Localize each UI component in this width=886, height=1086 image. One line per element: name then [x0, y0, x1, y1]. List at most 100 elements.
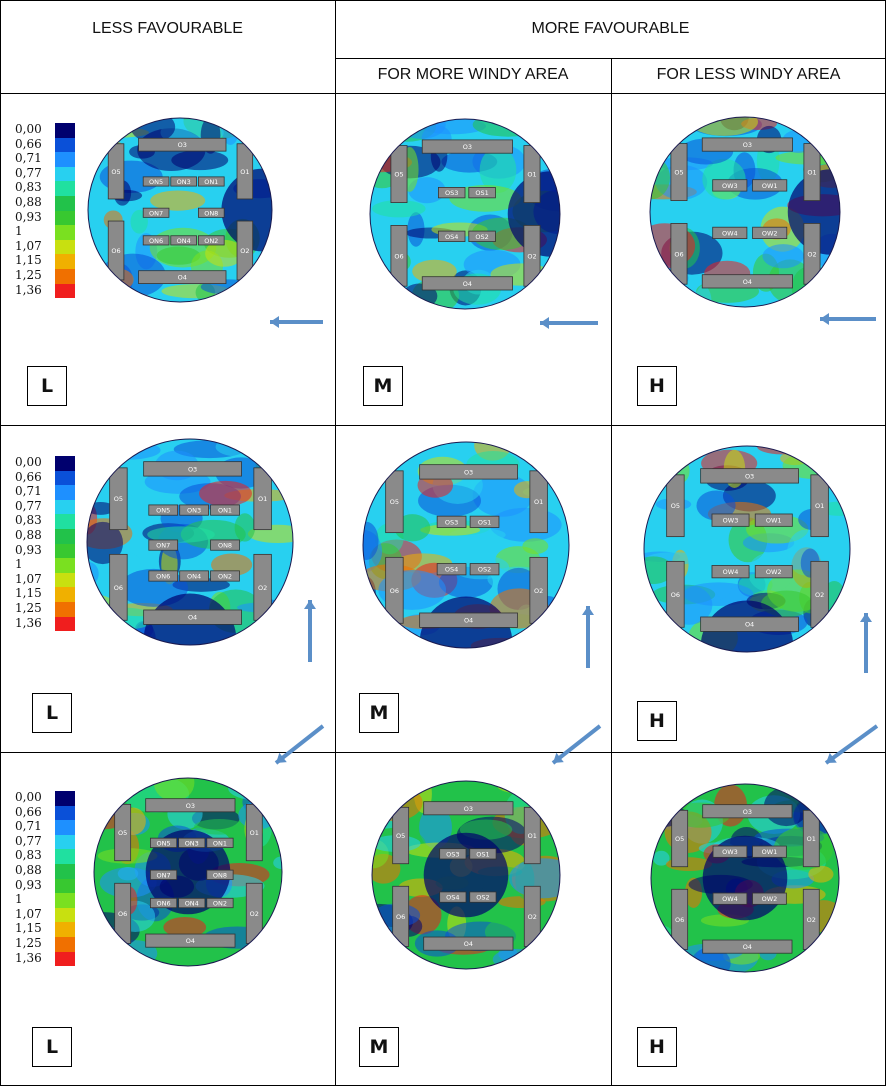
- building-os3: [438, 187, 466, 199]
- contour-blob: [249, 280, 272, 302]
- building-label: O4: [464, 940, 473, 948]
- legend-swatch: [55, 937, 75, 952]
- legend-swatch: [55, 123, 75, 138]
- building-label: O3: [745, 472, 754, 480]
- building-o3: [145, 798, 236, 813]
- building-label: ON6: [156, 900, 170, 908]
- contour-blob: [479, 147, 517, 193]
- legend-value: 0,66: [15, 804, 42, 819]
- legend-swatch: [55, 210, 75, 226]
- contour-blob: [650, 282, 678, 307]
- building-on4: [170, 235, 197, 246]
- legend-value: 0,66: [15, 469, 42, 484]
- contour-plot-H-row-1: O3 O1 O5 O6 O2 O4 OW3 OW1 OW4 OW2: [649, 116, 841, 308]
- building-label: OW3: [722, 848, 738, 856]
- building-label: OW4: [722, 895, 738, 903]
- legend-swatch: [55, 254, 75, 269]
- contour-blob: [210, 553, 253, 577]
- grid-subheader-line: [335, 58, 886, 59]
- domain-boundary: [369, 118, 561, 310]
- building-o3: [423, 801, 514, 816]
- legend-swatch: [55, 805, 75, 821]
- label-M-row-3: M: [359, 1027, 399, 1067]
- building-label: O2: [807, 250, 816, 258]
- legend-swatch: [55, 951, 75, 967]
- building-label: OS1: [478, 518, 491, 526]
- legend-value: 1,36: [15, 950, 42, 965]
- contour-blob: [87, 521, 124, 565]
- building-label: ON8: [218, 542, 232, 550]
- building-label: OS1: [475, 189, 488, 197]
- legend-value: 0,88: [15, 528, 42, 542]
- contour-blob: [690, 117, 758, 136]
- building-on1: [198, 176, 225, 187]
- domain-boundary: [362, 441, 570, 649]
- building-label: OS3: [445, 518, 458, 526]
- header-more-favourable: MORE FAVOURABLE: [531, 20, 690, 37]
- building-label: ON4: [185, 900, 199, 908]
- legend-swatch: [55, 922, 75, 937]
- legend-swatch: [55, 196, 75, 211]
- legend-swatch: [55, 878, 75, 894]
- contour-blob: [363, 521, 379, 561]
- wind-direction-arrow-icon: [820, 313, 876, 325]
- building-label: O4: [743, 278, 752, 286]
- contour-blob: [163, 916, 207, 938]
- legend-value: 0,71: [15, 484, 42, 499]
- building-label: OW3: [723, 517, 739, 525]
- building-label: O5: [675, 835, 684, 843]
- building-on3: [179, 504, 209, 516]
- contour-blob: [696, 490, 736, 521]
- building-label: OS1: [476, 850, 489, 858]
- contour-blob: [818, 959, 837, 972]
- building-on4: [178, 897, 206, 909]
- building-label: O5: [114, 495, 123, 503]
- building-label: O5: [111, 168, 120, 176]
- building-label: O2: [815, 591, 824, 599]
- contour-wake-zone: [145, 829, 231, 915]
- building-label: OS4: [445, 233, 458, 241]
- building-label: ON7: [149, 209, 163, 217]
- legend-swatch: [55, 283, 75, 299]
- building-ow1: [754, 513, 793, 527]
- building-label: ON5: [156, 507, 170, 515]
- contour-blob: [492, 948, 540, 969]
- contour-plot-L-row-3: O3 O1 O5 O6 O2 O4 ON5 ON3 ON1 ON7 ON8 ON6 ON4 ON2: [93, 777, 283, 967]
- building-os1: [469, 848, 497, 860]
- building-label: ON7: [156, 871, 170, 879]
- building-on3: [178, 837, 206, 848]
- legend-value: 0,00: [15, 122, 42, 136]
- building-on3: [170, 176, 197, 187]
- wind-direction-arrow-icon: [582, 606, 594, 668]
- contour-blob: [269, 447, 293, 470]
- building-os2: [468, 230, 496, 242]
- building-label: ON1: [213, 839, 227, 847]
- building-ow3: [712, 179, 748, 192]
- grid-header-line: [0, 93, 886, 94]
- contour-blob: [247, 275, 265, 302]
- legend-value: 1: [15, 892, 23, 907]
- building-label: OS2: [475, 233, 488, 241]
- building-label: O1: [807, 169, 816, 177]
- building-label: O4: [463, 280, 472, 288]
- contour-blob: [372, 200, 426, 218]
- contour-blob: [215, 439, 265, 457]
- wind-direction-arrow-icon: [551, 724, 602, 765]
- building-label: OS3: [445, 189, 458, 197]
- building-ow3: [711, 513, 750, 527]
- building-label: OW4: [723, 568, 739, 576]
- building-label: O3: [463, 143, 472, 151]
- building-label: O1: [258, 495, 267, 503]
- building-on2: [198, 235, 225, 246]
- building-o4: [138, 270, 227, 285]
- contour-blob: [653, 850, 670, 866]
- building-label: O5: [394, 171, 403, 179]
- contour-plot-M-row-2: O3 O1 O5 O6 O2 O4 OS3 OS1 OS4 OS2: [362, 441, 570, 649]
- building-label: O1: [527, 171, 536, 179]
- contour-blob: [370, 271, 397, 306]
- domain-boundary: [371, 780, 561, 970]
- legend-value: 1,15: [15, 586, 42, 601]
- building-label: O5: [396, 832, 405, 840]
- building-label: ON1: [218, 507, 232, 515]
- contour-blob: [702, 158, 746, 200]
